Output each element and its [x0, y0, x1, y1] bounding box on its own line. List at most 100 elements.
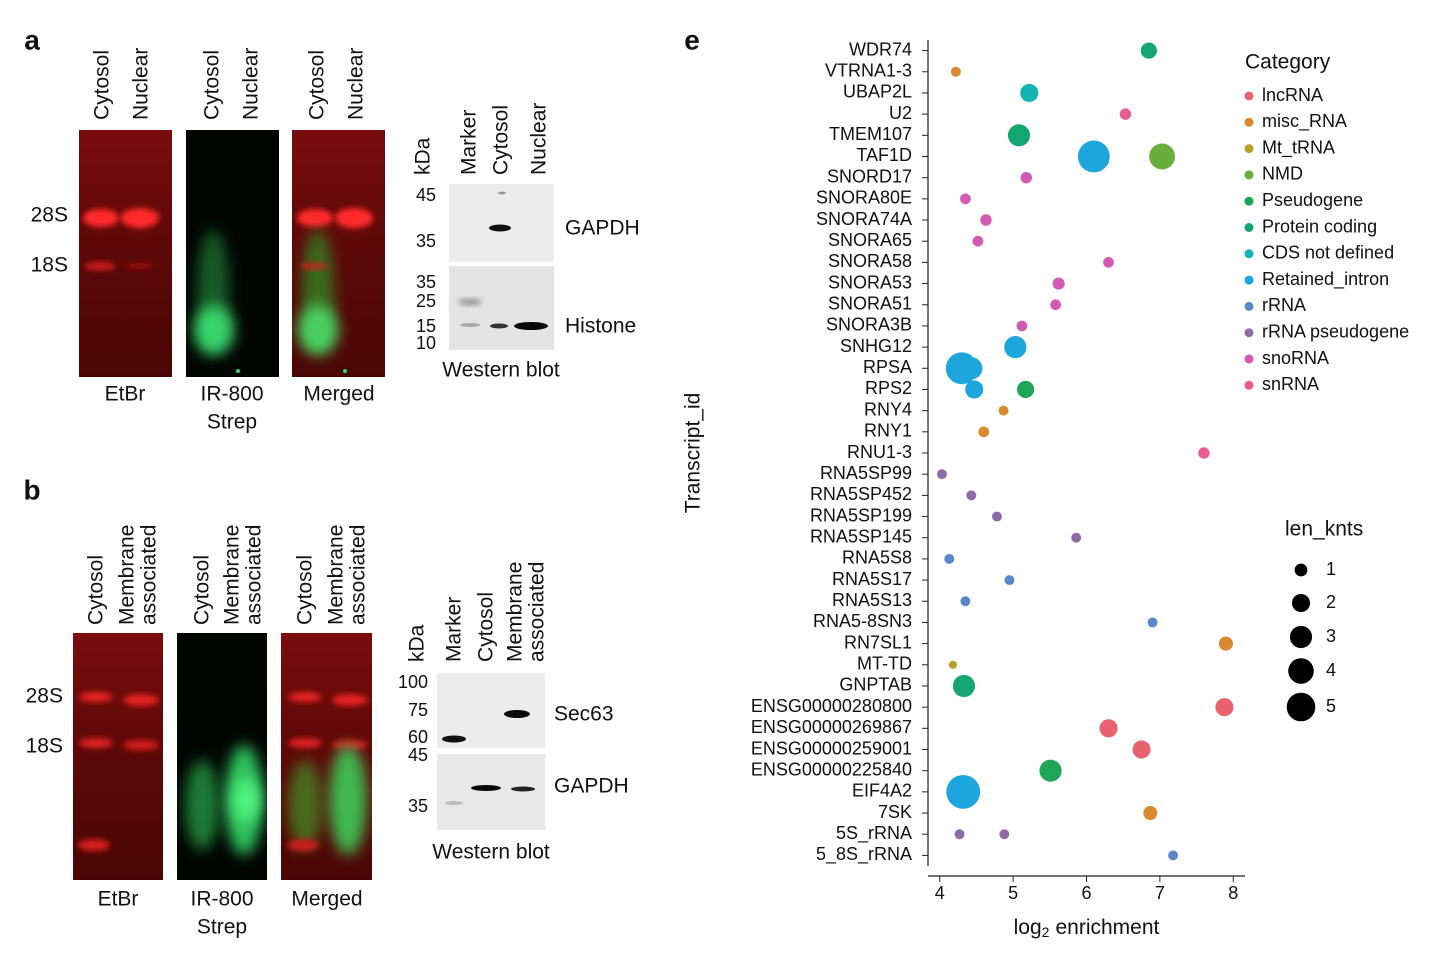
- lane-label: Marker: [443, 597, 466, 662]
- size-legend-label: 3: [1326, 626, 1336, 646]
- legend-label: misc_RNA: [1262, 111, 1347, 132]
- bubble: [1016, 320, 1028, 332]
- bubble: [1020, 83, 1039, 102]
- y-tick-label: 5_8S_rRNA: [816, 844, 912, 865]
- panel-label: b: [23, 474, 40, 505]
- bubble: [998, 405, 1009, 416]
- x-axis-label: log2 enrichment: [1014, 916, 1160, 940]
- y-tick-label: U2: [889, 103, 912, 123]
- gel-caption: Strep: [207, 411, 257, 434]
- size-legend-label: 5: [1326, 696, 1336, 716]
- y-tick-label: SNORD17: [827, 166, 912, 186]
- bubble: [1168, 850, 1179, 861]
- legend-label: snRNA: [1262, 374, 1319, 394]
- bubble: [1099, 719, 1118, 738]
- bubble: [1119, 108, 1132, 120]
- y-tick-label: 5S_rRNA: [836, 823, 912, 844]
- bubble: [1147, 617, 1158, 628]
- x-tick-label: 7: [1155, 883, 1165, 903]
- y-tick-label: RNA5SP199: [810, 505, 912, 525]
- size-legend-title: len_knts: [1285, 518, 1363, 541]
- band-label: 28S: [26, 685, 63, 708]
- marker-label: 35: [408, 796, 428, 816]
- y-tick-label: RNU1-3: [847, 442, 912, 462]
- legend-swatch: [1244, 275, 1254, 285]
- y-tick-label: SNORA3B: [826, 315, 912, 335]
- lane-label: Marker: [458, 110, 481, 175]
- y-tick-label: SNORA58: [828, 251, 912, 271]
- gel-caption: IR-800: [200, 383, 263, 406]
- lane-label: associated: [138, 525, 161, 625]
- legend-swatch: [1244, 354, 1254, 364]
- legend-swatch: [1244, 144, 1254, 154]
- bubble: [1039, 759, 1062, 782]
- y-axis-label: Transcript_id: [682, 393, 705, 514]
- band-label: 28S: [31, 204, 68, 227]
- y-tick-label: RNA5S8: [842, 548, 912, 568]
- y-tick-label: SNHG12: [840, 336, 912, 356]
- band-label: 18S: [31, 254, 68, 277]
- lane-label: Cytosol: [490, 105, 513, 175]
- gel-etbr-a: [79, 130, 172, 377]
- lane-label: associated: [347, 525, 370, 625]
- y-tick-label: SNORA74A: [816, 209, 912, 229]
- lane-label: Membrane: [221, 525, 244, 625]
- lane-label: Cytosol: [475, 592, 498, 662]
- unit-label: kDa: [406, 624, 429, 662]
- bubble: [966, 490, 977, 501]
- legend-label: rRNA: [1262, 295, 1306, 315]
- y-tick-label: VTRNA1-3: [825, 61, 912, 81]
- western-blot-a: [449, 184, 554, 350]
- marker-label: 10: [416, 333, 436, 353]
- y-tick-label: MT-TD: [857, 654, 912, 674]
- lane-label: Cytosol: [91, 50, 114, 120]
- legend-label: snoRNA: [1262, 348, 1329, 368]
- marker-label: 60: [408, 727, 428, 747]
- legend-swatch: [1244, 196, 1254, 206]
- legend-swatch: [1244, 380, 1254, 390]
- gel-caption: Merged: [303, 383, 374, 406]
- size-legend-circle: [1294, 563, 1308, 577]
- bubble: [1007, 124, 1031, 147]
- lane-label: Cytosol: [201, 50, 224, 120]
- gel-ir800-a: [186, 130, 279, 377]
- bubble: [952, 674, 976, 698]
- x-axis-label-part: enrichment: [1055, 916, 1159, 939]
- y-tick-label: RNY4: [864, 399, 912, 419]
- lane-label: Membrane: [116, 525, 139, 625]
- legend-swatch: [1244, 91, 1254, 101]
- bubble: [1132, 740, 1151, 759]
- y-tick-label: RNA5S17: [832, 569, 912, 589]
- y-tick-label: ENSG00000280800: [751, 696, 912, 716]
- lane-label: Nuclear: [130, 48, 153, 120]
- y-tick-label: WDR74: [849, 39, 912, 59]
- size-legend-label: 4: [1326, 660, 1336, 680]
- x-axis-label-part: 2: [1042, 924, 1050, 940]
- protein-label: GAPDH: [565, 217, 640, 240]
- lane-label: Nuclear: [345, 48, 368, 120]
- legend-label: NMD: [1262, 164, 1303, 184]
- y-tick-label: GNPTAB: [839, 675, 912, 695]
- bubble: [1218, 636, 1233, 651]
- size-legend-circle: [1286, 692, 1316, 722]
- legend-swatch: [1244, 328, 1254, 338]
- protein-label: GAPDH: [554, 775, 629, 798]
- legend-label: CDS not defined: [1262, 243, 1394, 263]
- bubble: [960, 193, 971, 205]
- lane-label: associated: [526, 562, 549, 662]
- gel-caption: Strep: [197, 916, 247, 939]
- y-tick-label: ENSG00000259001: [751, 738, 912, 758]
- y-tick-label: RPSA: [863, 357, 912, 377]
- legend-swatch: [1244, 223, 1254, 232]
- y-tick-label: RNA5S13: [832, 590, 912, 610]
- gel-caption: EtBr: [98, 888, 139, 911]
- y-tick-label: ENSG00000225840: [751, 759, 912, 779]
- y-tick-label: RNA5-8SN3: [813, 611, 912, 631]
- bubble: [1071, 532, 1082, 543]
- gel-etbr-b: [73, 633, 163, 880]
- bubble: [1143, 806, 1158, 821]
- bubble: [972, 235, 984, 247]
- y-tick-label: SNORA51: [828, 293, 912, 313]
- blot-caption: Western blot: [432, 841, 550, 864]
